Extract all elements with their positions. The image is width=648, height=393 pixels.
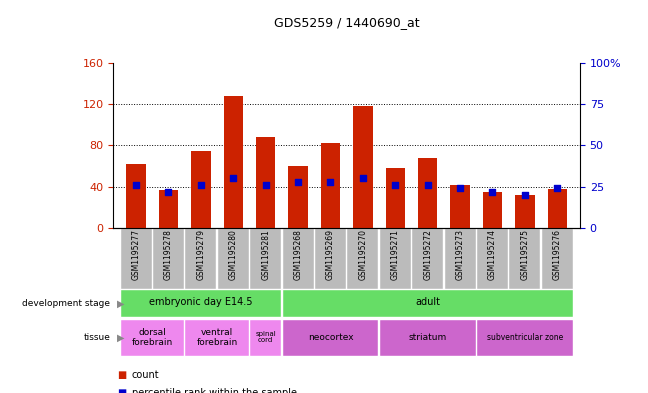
Bar (121, 290, 281, 317)
Point (455, 185, 465, 191)
Bar (548, 189, 567, 228)
Bar (121, 320, 184, 356)
Bar (353, 106, 373, 228)
Bar (321, 143, 340, 228)
Point (196, 182, 206, 188)
Text: GSM1195275: GSM1195275 (520, 229, 529, 280)
Text: ■: ■ (117, 388, 126, 393)
Bar (347, 228, 378, 289)
Point (293, 178, 303, 185)
Bar (515, 195, 535, 228)
Bar (283, 320, 378, 356)
Text: GSM1195270: GSM1195270 (358, 229, 367, 280)
Bar (450, 185, 470, 228)
Text: GSM1195279: GSM1195279 (196, 229, 205, 280)
Point (163, 189, 174, 195)
Bar (386, 168, 405, 228)
Text: GSM1195276: GSM1195276 (553, 229, 562, 280)
Text: GSM1195272: GSM1195272 (423, 229, 432, 280)
Bar (283, 228, 314, 289)
Point (390, 182, 400, 188)
Text: GDS5259 / 1440690_at: GDS5259 / 1440690_at (274, 16, 419, 29)
Bar (477, 320, 573, 356)
Bar (412, 228, 443, 289)
Bar (191, 151, 211, 228)
Bar (250, 320, 281, 356)
Text: GSM1195274: GSM1195274 (488, 229, 497, 280)
Point (520, 192, 530, 198)
Bar (121, 228, 152, 289)
Bar (185, 228, 216, 289)
Text: adult: adult (415, 297, 440, 307)
Bar (380, 320, 476, 356)
Text: ▶: ▶ (117, 333, 124, 343)
Bar (477, 228, 508, 289)
Text: count: count (132, 370, 159, 380)
Point (131, 182, 141, 188)
Text: tissue: tissue (84, 334, 110, 342)
Text: GSM1195271: GSM1195271 (391, 229, 400, 280)
Text: neocortex: neocortex (308, 333, 353, 342)
Bar (445, 228, 476, 289)
Bar (256, 137, 275, 228)
Bar (126, 164, 146, 228)
Bar (224, 96, 243, 228)
Text: dorsal
forebrain: dorsal forebrain (132, 328, 173, 347)
Text: GSM1195280: GSM1195280 (229, 229, 238, 280)
Bar (159, 190, 178, 228)
Bar (218, 228, 249, 289)
Text: spinal
cord: spinal cord (255, 331, 276, 343)
Point (358, 175, 368, 182)
Point (422, 182, 433, 188)
Text: GSM1195269: GSM1195269 (326, 229, 335, 280)
Bar (315, 228, 346, 289)
Point (260, 182, 271, 188)
Text: GSM1195273: GSM1195273 (456, 229, 465, 280)
Text: percentile rank within the sample: percentile rank within the sample (132, 388, 297, 393)
Bar (288, 166, 308, 228)
Point (552, 185, 562, 191)
Point (325, 178, 336, 185)
Bar (483, 192, 502, 228)
Text: GSM1195277: GSM1195277 (132, 229, 141, 280)
Bar (380, 228, 411, 289)
Point (487, 189, 498, 195)
Text: striatum: striatum (408, 333, 447, 342)
Bar (185, 320, 249, 356)
Text: GSM1195281: GSM1195281 (261, 229, 270, 280)
Text: ventral
forebrain: ventral forebrain (196, 328, 238, 347)
Text: development stage: development stage (22, 299, 110, 308)
Bar (542, 228, 573, 289)
Text: subventricular zone: subventricular zone (487, 333, 563, 342)
Bar (250, 228, 281, 289)
Text: ■: ■ (117, 370, 126, 380)
Point (228, 175, 238, 182)
Text: embryonic day E14.5: embryonic day E14.5 (149, 297, 253, 307)
Bar (153, 228, 184, 289)
Bar (418, 158, 437, 228)
Text: ▶: ▶ (117, 299, 124, 309)
Bar (283, 290, 573, 317)
Text: GSM1195278: GSM1195278 (164, 229, 173, 280)
Bar (509, 228, 540, 289)
Text: GSM1195268: GSM1195268 (294, 229, 303, 280)
